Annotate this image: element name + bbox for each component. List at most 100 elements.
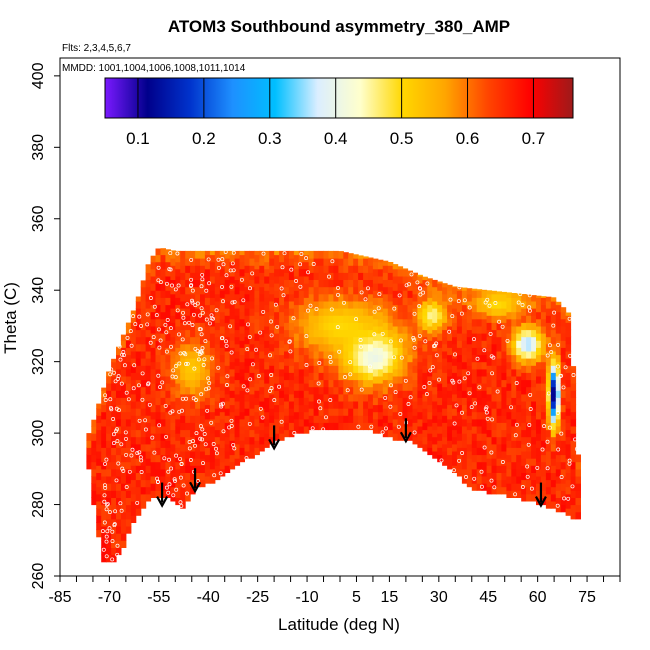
heatmap-cell xyxy=(125,340,132,348)
heatmap-cell xyxy=(387,265,394,273)
heatmap-cell xyxy=(471,368,478,377)
heatmap-cell xyxy=(244,401,250,409)
observation-point xyxy=(421,290,426,295)
heatmap-cell xyxy=(165,325,171,334)
heatmap-cell xyxy=(140,386,147,395)
heatmap-cell xyxy=(575,497,581,506)
heatmap-cell xyxy=(531,458,537,466)
observation-point xyxy=(505,338,510,343)
heatmap-cell xyxy=(427,383,433,391)
observation-point xyxy=(103,485,108,490)
heatmap-cell xyxy=(145,379,152,388)
heatmap-cell xyxy=(565,451,572,459)
heatmap-cell xyxy=(175,268,181,277)
heatmap-cell xyxy=(111,426,117,434)
heatmap-cell xyxy=(545,379,552,388)
heatmap-cell xyxy=(363,256,369,259)
heatmap-cell xyxy=(407,426,413,434)
observation-point xyxy=(279,286,284,291)
heatmap-cell xyxy=(135,350,142,359)
heatmap-cell xyxy=(397,311,404,320)
heatmap-cell xyxy=(491,479,497,488)
observation-point xyxy=(427,381,432,385)
observation-point xyxy=(358,338,363,342)
heatmap-cell xyxy=(145,493,152,502)
heatmap-cell xyxy=(264,390,270,398)
heatmap-cell xyxy=(111,540,117,548)
heatmap-cell xyxy=(511,325,517,334)
heatmap-cell xyxy=(491,401,497,409)
heatmap-cell xyxy=(170,279,176,288)
heatmap-cell xyxy=(358,336,364,345)
heatmap-cell xyxy=(377,418,384,427)
heatmap-cell xyxy=(545,429,552,438)
heatmap-cell xyxy=(259,358,265,366)
heatmap-cell xyxy=(224,372,231,381)
observation-point xyxy=(561,385,566,390)
heatmap-cell xyxy=(96,486,102,495)
heatmap-cell xyxy=(506,461,512,470)
heatmap-cell xyxy=(254,418,260,427)
heatmap-cell xyxy=(165,290,171,298)
heatmap-cell xyxy=(516,483,522,491)
heatmap-cell xyxy=(170,436,176,445)
heatmap-cell xyxy=(200,279,206,288)
heatmap-cell xyxy=(486,293,493,302)
heatmap-cell xyxy=(437,325,443,334)
heatmap-cell xyxy=(338,279,344,288)
heatmap-cell xyxy=(254,318,260,327)
heatmap-cell xyxy=(155,440,161,448)
observation-point xyxy=(324,415,328,420)
heatmap-cell xyxy=(318,322,325,331)
observation-point xyxy=(459,311,464,316)
heatmap-cell xyxy=(427,347,433,356)
heatmap-cell xyxy=(200,293,206,302)
heatmap-cell xyxy=(382,372,389,381)
heatmap-cell xyxy=(422,401,428,409)
heatmap-cell xyxy=(531,372,537,381)
heatmap-cell xyxy=(130,315,137,323)
heatmap-cell xyxy=(363,372,369,381)
heatmap-cell xyxy=(516,433,522,441)
heatmap-cell xyxy=(120,440,127,448)
heatmap-cell xyxy=(214,429,221,438)
heatmap-cell xyxy=(560,361,567,370)
arrow-head xyxy=(189,481,202,494)
heatmap-cell xyxy=(293,333,300,341)
heatmap-cell xyxy=(427,318,433,327)
observation-point xyxy=(164,281,169,286)
heatmap-cell xyxy=(348,253,354,259)
heatmap-cell xyxy=(101,504,107,513)
heatmap-cell xyxy=(506,476,512,484)
heatmap-cell xyxy=(155,304,161,313)
heatmap-cell xyxy=(545,343,552,352)
heatmap-cell xyxy=(244,315,250,323)
heatmap-cell xyxy=(545,451,552,459)
heatmap-cell xyxy=(165,433,171,441)
heatmap-cell xyxy=(447,440,453,448)
heatmap-cell xyxy=(536,440,542,448)
heatmap-cell xyxy=(540,411,547,420)
heatmap-cell xyxy=(437,440,443,448)
heatmap-cell xyxy=(328,379,334,388)
heatmap-cell xyxy=(402,411,409,420)
observation-point xyxy=(513,492,518,497)
heatmap-cell xyxy=(333,393,339,402)
heatmap-cell xyxy=(496,293,502,302)
heatmap-cell xyxy=(363,365,369,373)
heatmap-cell xyxy=(234,429,241,438)
heatmap-cell xyxy=(274,368,280,377)
heatmap-cell xyxy=(323,422,329,431)
heatmap-cell xyxy=(545,336,552,345)
heatmap-cell xyxy=(200,350,206,359)
observation-point xyxy=(482,445,487,450)
heatmap-cell xyxy=(481,483,488,491)
heatmap-cell xyxy=(343,252,349,259)
heatmap-cell xyxy=(456,304,463,313)
heatmap-cell xyxy=(298,283,305,291)
heatmap-cell xyxy=(328,350,334,359)
heatmap-cell xyxy=(185,250,191,259)
heatmap-cell xyxy=(570,390,577,398)
heatmap-cell xyxy=(313,265,320,273)
heatmap-cell xyxy=(293,254,300,263)
